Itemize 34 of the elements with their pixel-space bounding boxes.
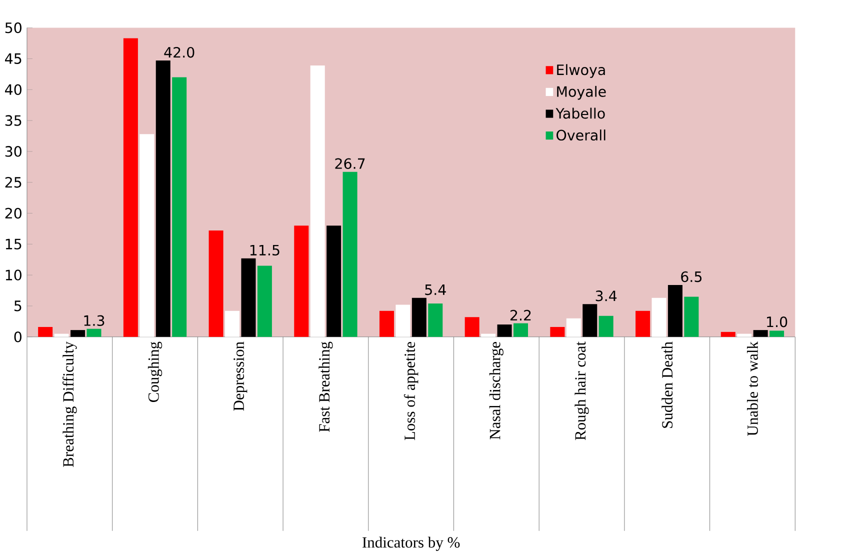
x-axis-title: Indicators by % bbox=[362, 536, 460, 551]
data-label: 1.0 bbox=[767, 316, 788, 328]
legend-label: Moyale bbox=[557, 86, 606, 100]
legend-label: Yabello bbox=[556, 108, 605, 119]
legend-label: Overall bbox=[556, 130, 606, 141]
x-tick-label: Loss of appetite bbox=[404, 342, 418, 440]
legend-label: Elwoya bbox=[557, 64, 605, 78]
x-tick-label: Depression bbox=[234, 342, 248, 411]
y-tick-label: 5 bbox=[14, 300, 22, 312]
x-tick-label: Nasal discharge bbox=[489, 342, 504, 440]
data-label: 1.3 bbox=[84, 315, 104, 326]
y-tick-label: 30 bbox=[5, 146, 22, 157]
y-tick-label: 25 bbox=[5, 176, 22, 188]
data-label: 5.4 bbox=[425, 284, 446, 296]
data-label: 2.2 bbox=[510, 310, 531, 320]
y-tick-label: 45 bbox=[5, 53, 22, 64]
y-tick-label: 10 bbox=[6, 270, 22, 280]
x-tick-label: Breathing Difficulty bbox=[62, 341, 77, 467]
y-tick-label: 0 bbox=[14, 331, 22, 342]
x-tick-label: Rough hair coat bbox=[574, 341, 589, 440]
y-tick-label: 50 bbox=[5, 22, 22, 34]
y-tick-label: 20 bbox=[5, 208, 22, 219]
x-tick-label: Sudden Death bbox=[662, 342, 673, 428]
data-label: 26.7 bbox=[335, 158, 365, 169]
y-tick-label: 35 bbox=[5, 115, 22, 126]
data-label: 42.0 bbox=[164, 46, 194, 58]
y-tick-label: 15 bbox=[6, 238, 22, 250]
y-tick-label: 40 bbox=[5, 84, 22, 95]
x-tick-label: Unable to walk bbox=[747, 341, 758, 436]
data-label: 11.5 bbox=[250, 244, 280, 256]
x-tick-label: Coughing bbox=[148, 342, 162, 402]
data-label: 3.4 bbox=[596, 290, 617, 302]
x-tick-label: Fast Breathing bbox=[318, 342, 333, 432]
data-label: 6.5 bbox=[681, 271, 702, 282]
